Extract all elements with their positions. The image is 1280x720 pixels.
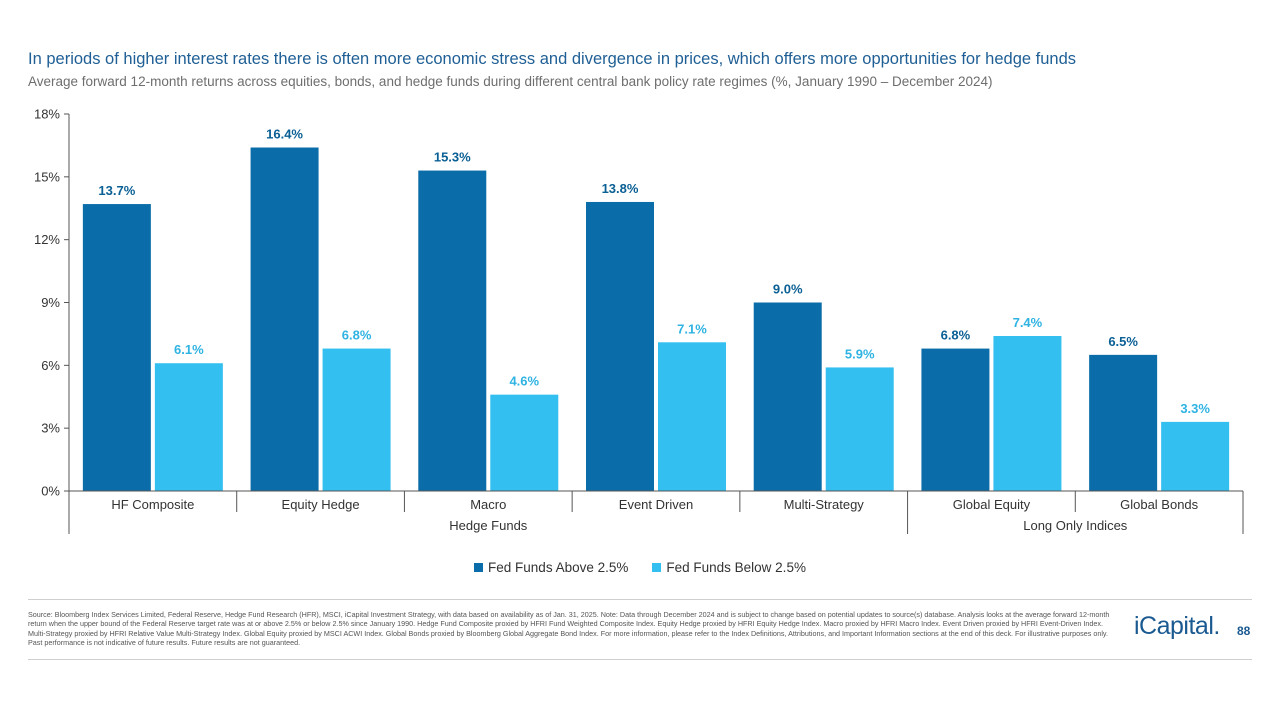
bar-below bbox=[322, 348, 391, 491]
bar-above bbox=[753, 302, 822, 491]
legend: Fed Funds Above 2.5% Fed Funds Below 2.5… bbox=[0, 560, 1280, 575]
y-tick-label: 15% bbox=[34, 169, 60, 184]
y-tick-label: 9% bbox=[41, 295, 60, 310]
data-label: 16.4% bbox=[266, 127, 303, 142]
icapital-logo: iCapital. bbox=[1134, 612, 1220, 640]
bar-above bbox=[418, 170, 487, 492]
bar-below bbox=[993, 336, 1062, 491]
data-label: 5.9% bbox=[845, 346, 875, 361]
group-label: Hedge Funds bbox=[449, 518, 528, 533]
data-label: 3.3% bbox=[1180, 401, 1210, 416]
bar-above bbox=[586, 201, 654, 491]
data-label: 15.3% bbox=[434, 150, 471, 165]
data-label: 6.1% bbox=[174, 342, 204, 357]
bar-below bbox=[490, 394, 559, 491]
legend-swatch-above bbox=[474, 563, 484, 572]
divider-bottom bbox=[28, 659, 1252, 660]
divider-top bbox=[28, 599, 1252, 600]
legend-swatch-below bbox=[652, 563, 662, 572]
legend-item-below: Fed Funds Below 2.5% bbox=[652, 560, 806, 575]
legend-label-above: Fed Funds Above 2.5% bbox=[488, 560, 629, 575]
x-tick-label: Event Driven bbox=[619, 497, 693, 512]
data-label: 13.7% bbox=[98, 183, 135, 198]
legend-item-above: Fed Funds Above 2.5% bbox=[474, 560, 628, 575]
x-tick-label: Equity Hedge bbox=[282, 497, 360, 512]
bar-below bbox=[1161, 421, 1230, 491]
bar-below bbox=[658, 342, 726, 491]
data-label: 7.4% bbox=[1013, 315, 1043, 330]
y-tick-label: 12% bbox=[34, 232, 60, 247]
chart-title: In periods of higher interest rates ther… bbox=[28, 50, 1076, 68]
legend-label-below: Fed Funds Below 2.5% bbox=[666, 560, 806, 575]
x-tick-label: Multi-Strategy bbox=[784, 497, 865, 512]
chart-subtitle: Average forward 12-month returns across … bbox=[28, 74, 993, 89]
bar-above bbox=[82, 204, 151, 492]
y-tick-label: 6% bbox=[41, 358, 60, 373]
bar-above bbox=[1089, 354, 1158, 491]
data-label: 6.8% bbox=[941, 328, 971, 343]
data-label: 9.0% bbox=[773, 282, 803, 297]
data-label: 13.8% bbox=[602, 181, 639, 196]
y-tick-label: 0% bbox=[41, 484, 60, 499]
bar-above bbox=[921, 348, 990, 491]
y-tick-label: 18% bbox=[34, 107, 60, 122]
data-label: 6.8% bbox=[342, 328, 372, 343]
source-note: Source: Bloomberg Index Services Limited… bbox=[28, 610, 1110, 647]
bar-below bbox=[154, 363, 223, 491]
data-label: 4.6% bbox=[509, 374, 539, 389]
page-number: 88 bbox=[1237, 624, 1251, 638]
x-tick-label: Global Equity bbox=[953, 497, 1031, 512]
y-tick-label: 3% bbox=[41, 421, 60, 436]
x-tick-label: HF Composite bbox=[111, 497, 194, 512]
x-tick-label: Global Bonds bbox=[1120, 497, 1199, 512]
bar-chart: 0% 3% 6% 9% 12% 15% 18% 13.7% 6.1% 16.4% 6.8% 15.3%… bbox=[34, 107, 1244, 534]
bar-above bbox=[250, 147, 319, 491]
data-label: 7.1% bbox=[677, 321, 707, 336]
group-label: Long Only Indices bbox=[1023, 518, 1128, 533]
x-tick-label: Macro bbox=[470, 497, 506, 512]
bar-below bbox=[825, 367, 894, 491]
data-label: 6.5% bbox=[1108, 334, 1138, 349]
